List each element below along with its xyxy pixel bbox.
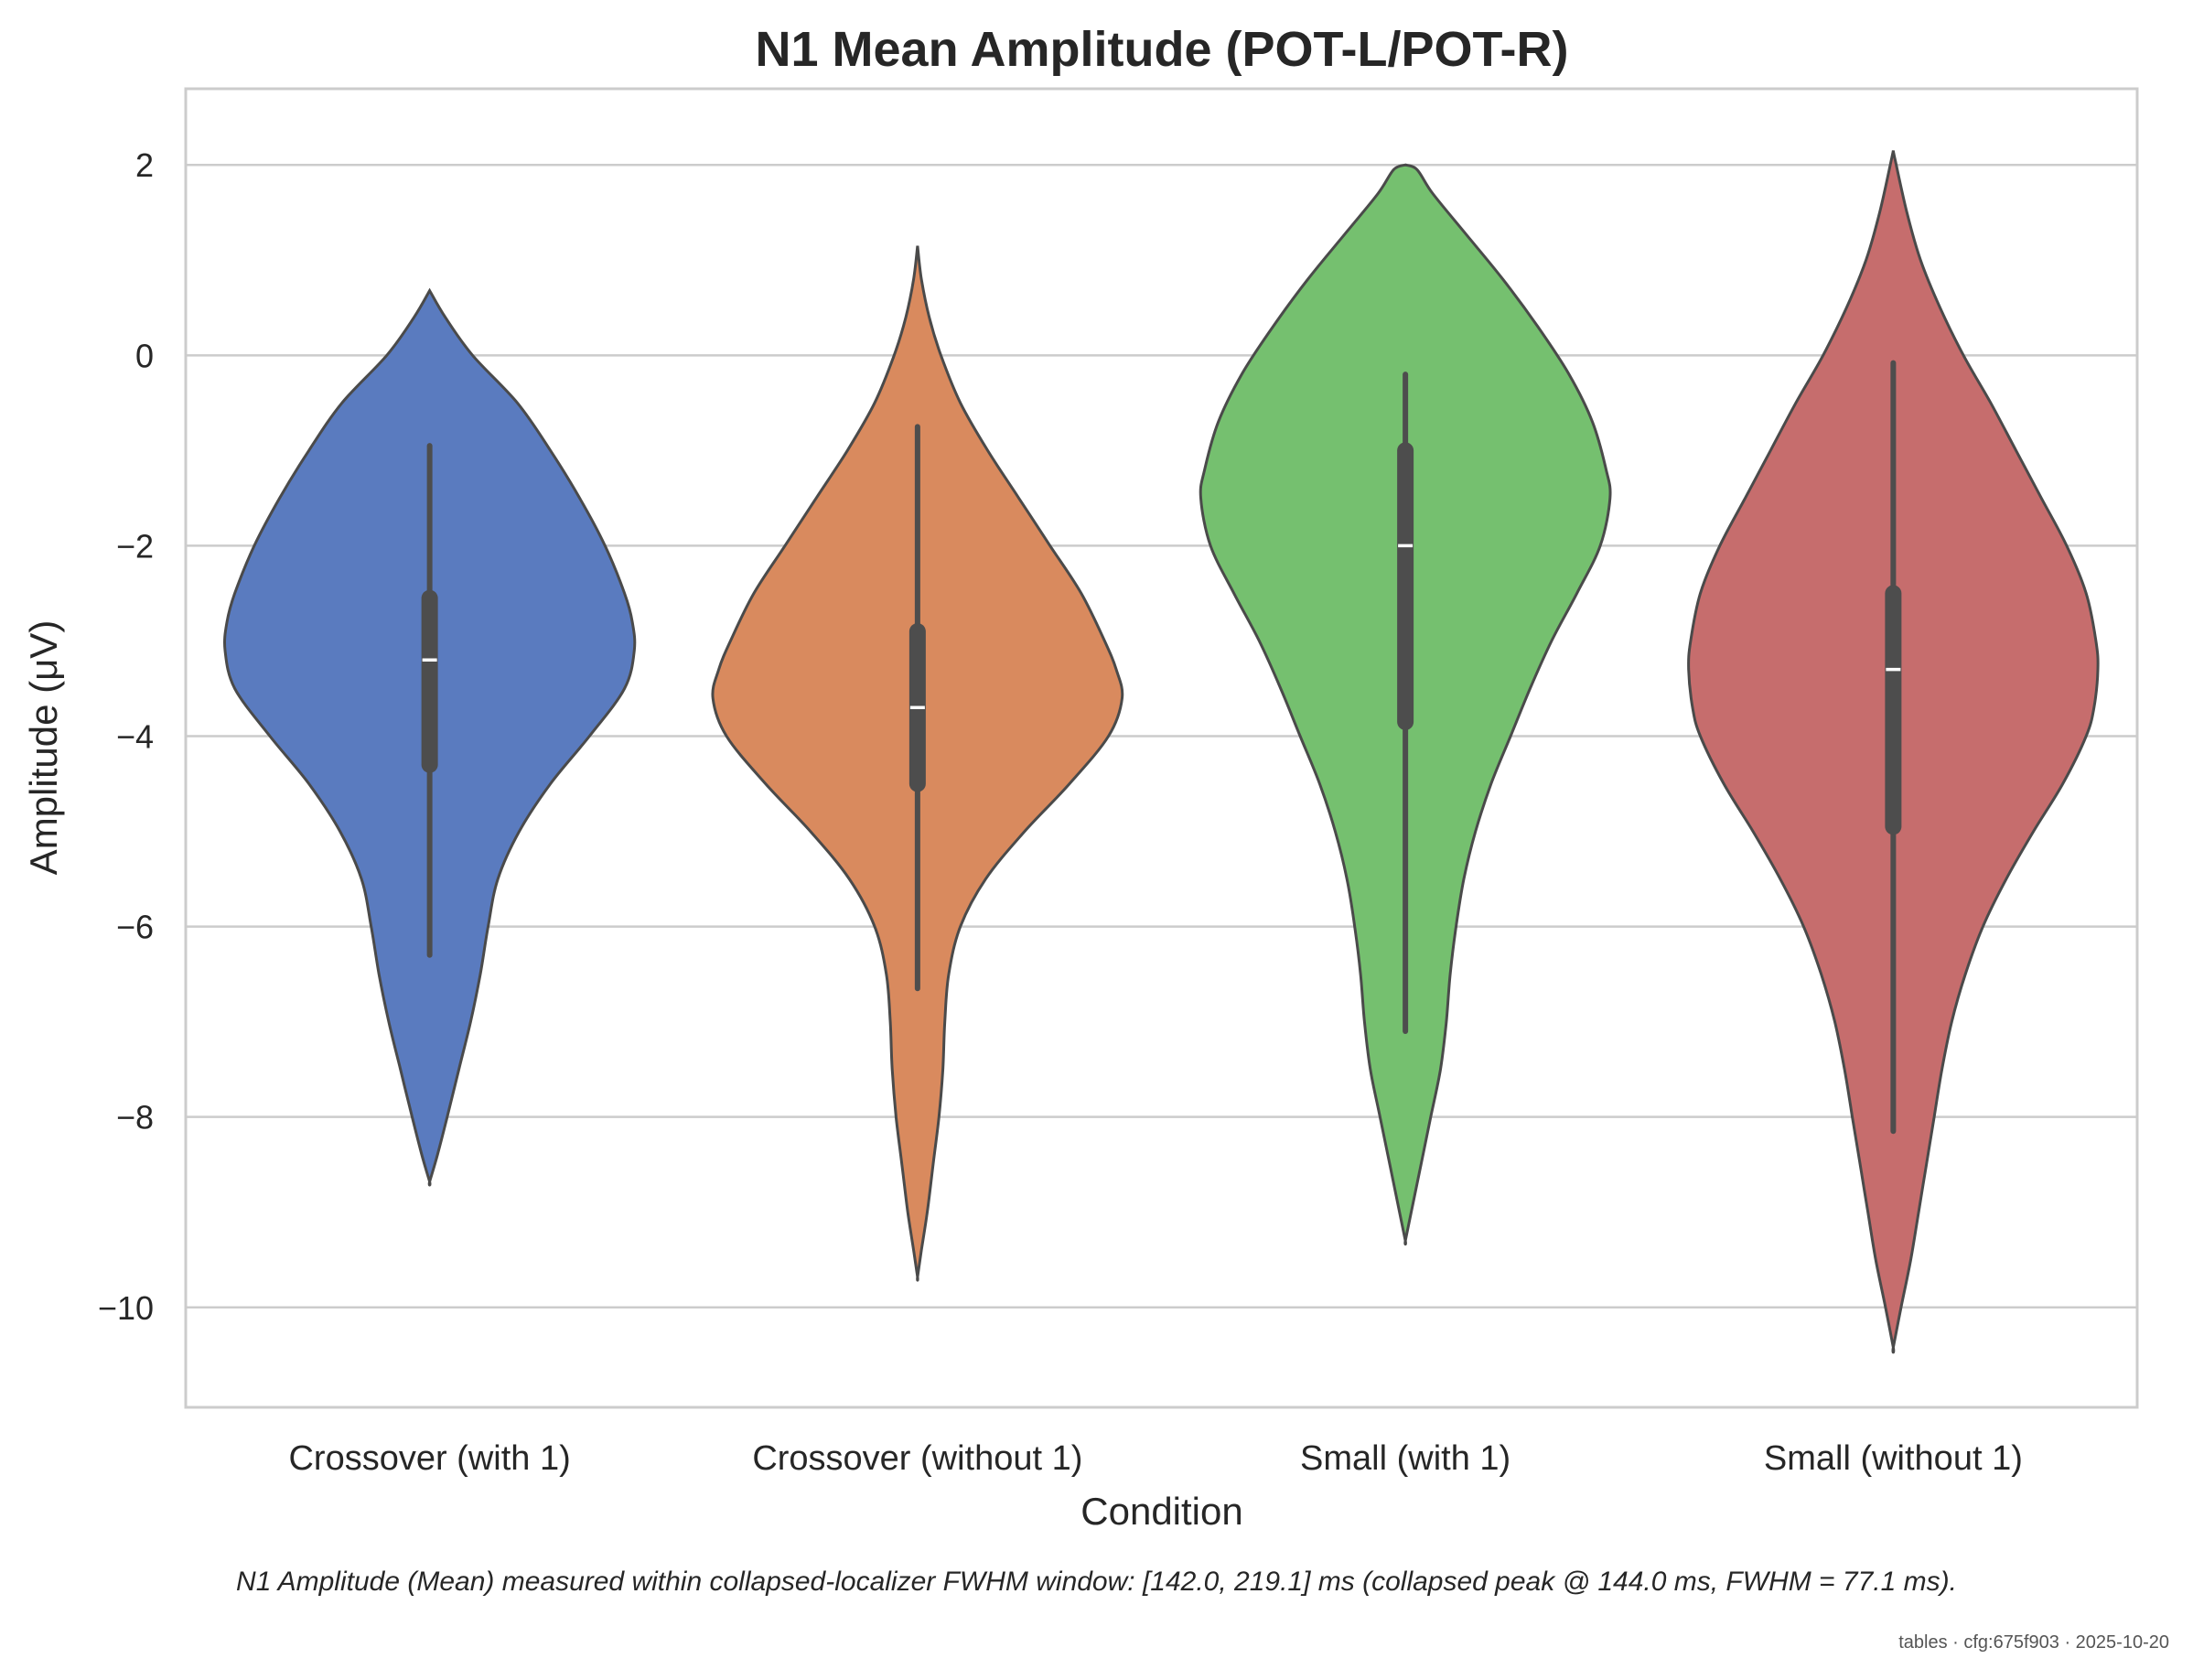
- y-tick-label: 2: [135, 146, 154, 184]
- y-tick-label: −6: [116, 909, 154, 946]
- chart-footnote: N1 Amplitude (Mean) measured within coll…: [236, 1567, 1957, 1597]
- y-tick-label: −8: [116, 1099, 154, 1136]
- x-tick-label: Crossover (with 1): [288, 1439, 570, 1478]
- x-axis-ticks: Crossover (with 1) Crossover (without 1) S…: [288, 1439, 2022, 1478]
- build-stamp: tables · cfg:675f903 · 2025-10-20: [1898, 1632, 2169, 1653]
- x-tick-label: Small (with 1): [1300, 1439, 1510, 1478]
- y-axis-ticks: 2 0 −2 −4 −6 −8 −10: [98, 146, 154, 1327]
- x-tick-label: Small (without 1): [1764, 1439, 2023, 1478]
- chart-title: N1 Mean Amplitude (POT-L/POT-R): [755, 22, 1568, 77]
- x-axis-label: Condition: [1080, 1490, 1242, 1533]
- y-tick-label: −10: [98, 1289, 154, 1327]
- violins: [222, 150, 2100, 1354]
- y-axis-label: Amplitude (μV): [22, 620, 65, 876]
- y-tick-label: −2: [116, 527, 154, 565]
- plot-frame: [184, 87, 2139, 1409]
- y-tick-label: −4: [116, 717, 154, 755]
- y-tick-label: 0: [135, 337, 154, 374]
- x-tick-label: Crossover (without 1): [752, 1439, 1082, 1478]
